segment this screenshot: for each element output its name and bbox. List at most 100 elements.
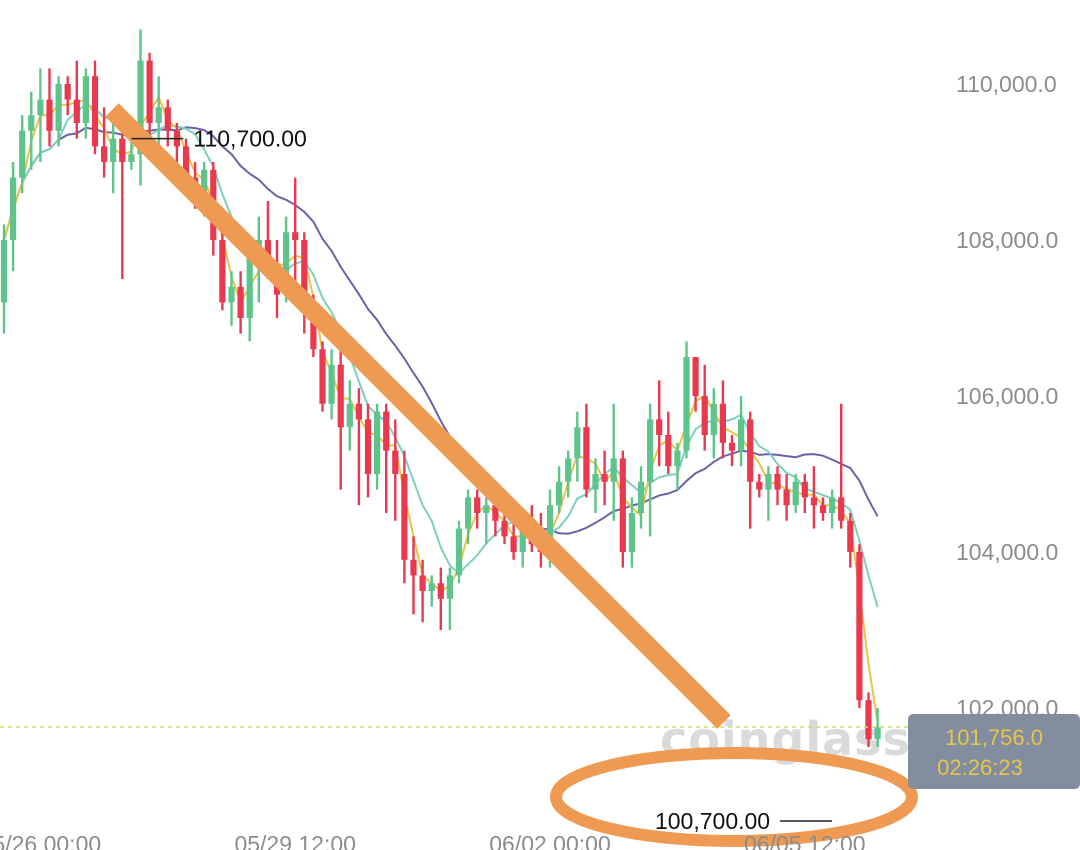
candle bbox=[728, 435, 736, 467]
candle-body bbox=[792, 481, 799, 506]
candle-body bbox=[501, 520, 508, 537]
candle-body bbox=[374, 411, 381, 474]
candle-body bbox=[546, 505, 554, 552]
candle bbox=[82, 68, 89, 139]
candle-body bbox=[337, 364, 344, 428]
candle-body bbox=[146, 60, 153, 123]
candle-body bbox=[619, 458, 626, 552]
candle bbox=[374, 403, 381, 490]
candle-body bbox=[301, 240, 308, 303]
low-annotation: 100,700.00 bbox=[655, 808, 770, 834]
candle-body bbox=[55, 84, 62, 131]
candle-body bbox=[574, 427, 581, 459]
candle bbox=[446, 567, 453, 630]
candle-body bbox=[319, 349, 326, 404]
candle bbox=[37, 68, 44, 162]
candle-body bbox=[610, 458, 617, 482]
candle-body bbox=[637, 481, 645, 513]
ma-mid-line bbox=[3, 102, 879, 608]
candle-body bbox=[747, 419, 754, 482]
candle bbox=[110, 115, 117, 194]
candle bbox=[337, 341, 344, 490]
candle bbox=[319, 341, 326, 412]
x-axis-tick-label: 05/29 12:00 bbox=[234, 831, 356, 850]
price-tag-background bbox=[908, 714, 1080, 789]
candle bbox=[747, 411, 754, 529]
candle bbox=[383, 403, 390, 513]
candle-body bbox=[46, 99, 53, 131]
candle-body bbox=[692, 357, 699, 396]
candle-body bbox=[483, 505, 490, 513]
candle bbox=[847, 513, 854, 568]
candle bbox=[64, 76, 71, 116]
candle-body bbox=[847, 520, 854, 552]
candle bbox=[738, 396, 745, 467]
candle bbox=[328, 349, 335, 420]
candle-body bbox=[874, 727, 881, 740]
candle bbox=[401, 450, 408, 584]
candle bbox=[219, 224, 226, 311]
candle bbox=[865, 692, 872, 747]
candle bbox=[10, 162, 17, 272]
candle-body bbox=[765, 474, 772, 490]
candle bbox=[237, 271, 244, 334]
candle bbox=[101, 107, 108, 178]
candle bbox=[364, 403, 372, 498]
x-axis-tick-label: 05/26 00:00 bbox=[0, 831, 101, 850]
candle bbox=[483, 497, 490, 545]
candle-body bbox=[0, 240, 8, 303]
candle-body bbox=[601, 474, 608, 482]
candle-body bbox=[510, 536, 517, 552]
candle bbox=[465, 489, 472, 545]
candle bbox=[137, 29, 144, 186]
candle-body bbox=[37, 99, 44, 116]
candle-body bbox=[565, 458, 572, 482]
candle bbox=[292, 177, 299, 287]
candle bbox=[592, 458, 599, 513]
candle-body bbox=[237, 286, 244, 318]
candle-body bbox=[137, 60, 144, 155]
candle bbox=[146, 52, 153, 147]
candle-body bbox=[856, 552, 863, 701]
candle-body bbox=[465, 497, 472, 529]
candle bbox=[637, 466, 645, 529]
candle bbox=[46, 68, 53, 147]
candle bbox=[810, 466, 817, 529]
candle-body bbox=[683, 357, 690, 451]
candle bbox=[683, 341, 690, 459]
candle-body bbox=[583, 427, 590, 490]
candle bbox=[55, 76, 62, 147]
candle bbox=[774, 466, 781, 506]
candle bbox=[610, 403, 617, 521]
candle bbox=[437, 567, 444, 630]
candle-body bbox=[228, 286, 235, 303]
candle-body bbox=[838, 497, 845, 521]
candle bbox=[155, 76, 162, 155]
candle-body bbox=[656, 419, 663, 435]
candle-body bbox=[437, 583, 444, 599]
y-axis-tick-label: 108,000.0 bbox=[956, 227, 1058, 253]
candle-body bbox=[738, 419, 745, 451]
candle-body bbox=[128, 154, 135, 162]
candle bbox=[601, 450, 608, 506]
candle bbox=[829, 489, 836, 529]
candle bbox=[583, 403, 590, 498]
candle bbox=[455, 520, 463, 584]
candle bbox=[410, 536, 417, 615]
candle bbox=[719, 380, 726, 459]
candle-body bbox=[401, 474, 408, 560]
candle-body bbox=[392, 450, 399, 474]
candle-body bbox=[19, 130, 26, 178]
y-axis-tick-label: 104,000.0 bbox=[956, 539, 1058, 565]
candle-body bbox=[446, 575, 453, 599]
candle bbox=[428, 575, 435, 607]
candle bbox=[710, 388, 717, 459]
candle bbox=[838, 403, 845, 529]
candle-body bbox=[355, 403, 362, 420]
y-axis-tick-label: 106,000.0 bbox=[956, 383, 1058, 409]
candle-body bbox=[647, 419, 654, 482]
candle-body bbox=[474, 497, 481, 513]
candle-body bbox=[155, 107, 162, 123]
y-axis-tick-label: 110,000.0 bbox=[956, 71, 1057, 97]
